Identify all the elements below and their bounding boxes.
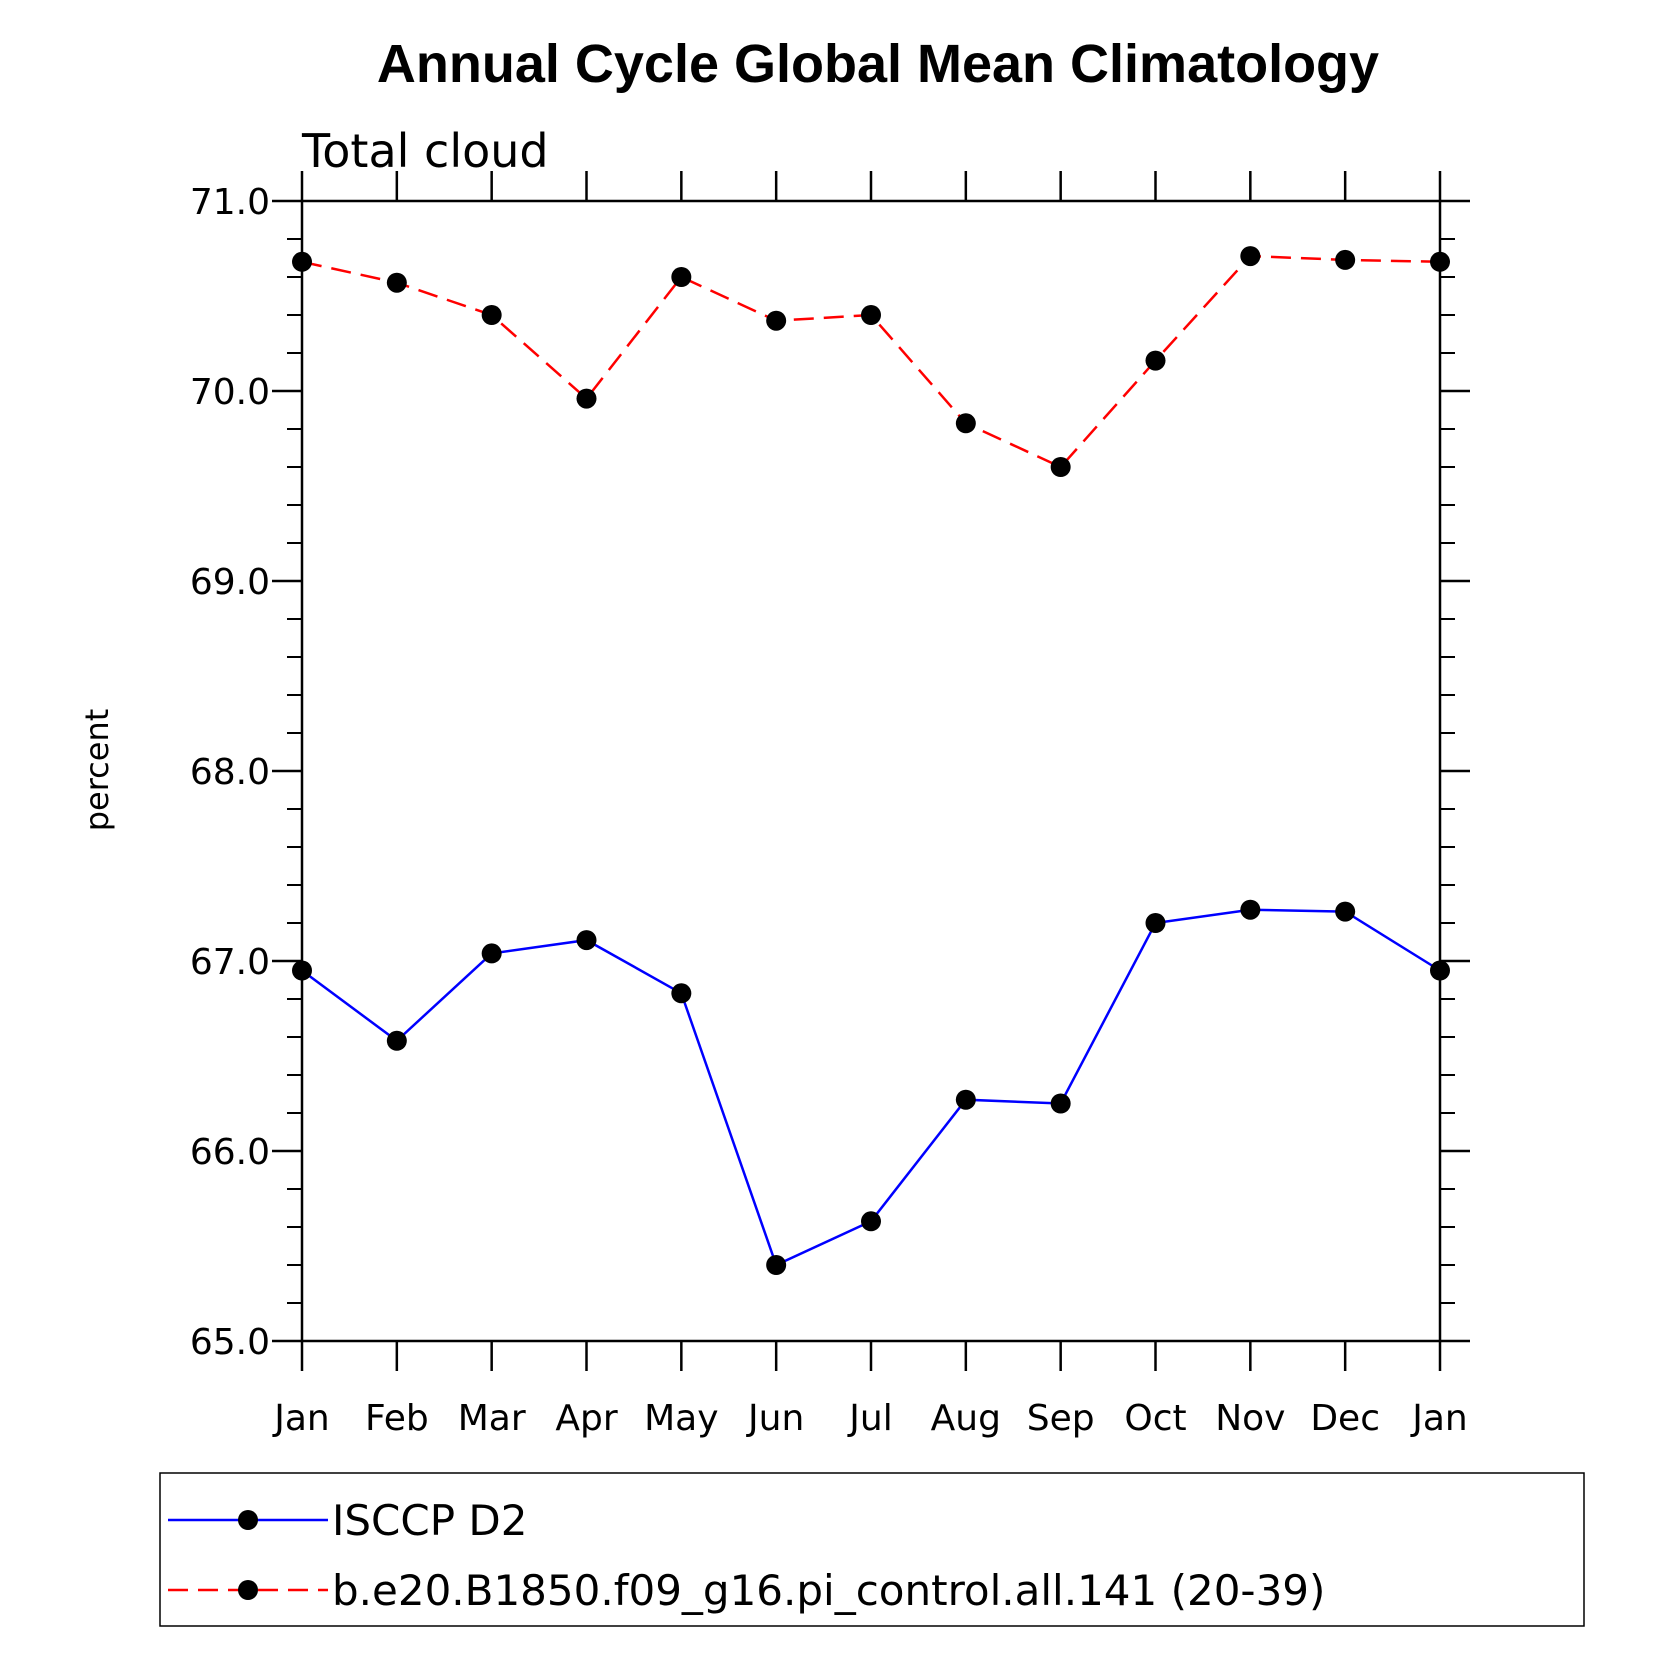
series-layer [292, 246, 1450, 1275]
series-line [301, 254, 1441, 469]
x-tick-label: Dec [1310, 1398, 1380, 1439]
x-tick-label: Aug [931, 1398, 1001, 1439]
data-point [1145, 350, 1166, 371]
data-point [1145, 913, 1166, 933]
x-tick-label: May [644, 1398, 718, 1439]
legend-label: ISCCP D2 [332, 1496, 527, 1545]
x-tick-label: Apr [555, 1398, 617, 1439]
data-point [861, 305, 881, 325]
data-point [386, 1030, 407, 1051]
data-point [386, 272, 407, 293]
data-point [292, 960, 312, 981]
x-tick-label: Jun [746, 1398, 804, 1439]
legend-marker [238, 1580, 258, 1600]
x-tick-label: Mar [458, 1398, 526, 1439]
x-tick-label: Jan [272, 1398, 330, 1439]
x-tick-label: Jul [847, 1398, 892, 1439]
data-point [292, 251, 312, 272]
data-point [1335, 901, 1356, 922]
data-point [1240, 899, 1261, 920]
legend-box [159, 1472, 1585, 1627]
y-axis-label: percent [78, 709, 116, 832]
x-tick-label: Oct [1124, 1398, 1186, 1439]
data-point [1430, 251, 1450, 272]
data-point [481, 943, 502, 964]
y-tick-label: 69.0 [190, 562, 270, 603]
data-point [1050, 457, 1071, 477]
legend-marker [238, 1510, 258, 1530]
x-tick-label: Feb [365, 1398, 429, 1439]
x-tick-label: Sep [1027, 1398, 1095, 1439]
x-tick-label: Nov [1215, 1398, 1285, 1439]
y-tick-label: 71.0 [190, 182, 270, 223]
data-point [1430, 960, 1450, 981]
data-point [576, 930, 597, 951]
legend: ISCCP D2 b.e20.B1850.f09_g16.pi_control.a… [159, 1472, 1585, 1627]
data-point [576, 388, 597, 409]
y-tick-label: 68.0 [190, 752, 270, 793]
y-tick-label: 66.0 [190, 1132, 270, 1173]
data-point [671, 983, 692, 1004]
data-point [481, 305, 502, 325]
data-point [955, 1089, 976, 1110]
legend-label: b.e20.B1850.f09_g16.pi_control.all.141 (… [332, 1566, 1325, 1615]
chart-subtitle: Total cloud [301, 124, 549, 178]
x-tick-label: Jan [1410, 1398, 1468, 1439]
data-point [955, 413, 976, 434]
data-point [1240, 246, 1261, 267]
data-point [1335, 249, 1356, 270]
data-point [1050, 1093, 1071, 1114]
chart-title: Annual Cycle Global Mean Climatology [377, 34, 1379, 94]
data-point [861, 1211, 881, 1232]
y-tick-label: 67.0 [190, 942, 270, 983]
data-point [766, 310, 787, 331]
y-tick-label: 70.0 [190, 372, 270, 413]
data-point [671, 267, 692, 287]
y-tick-label: 65.0 [190, 1322, 270, 1363]
axis-ticks: Jan Feb Mar Apr May Jun Jul Aug Sep Oct Nov Dec Jan6… [190, 171, 1470, 1439]
data-point [766, 1255, 787, 1275]
plot-frame [300, 199, 1442, 1343]
